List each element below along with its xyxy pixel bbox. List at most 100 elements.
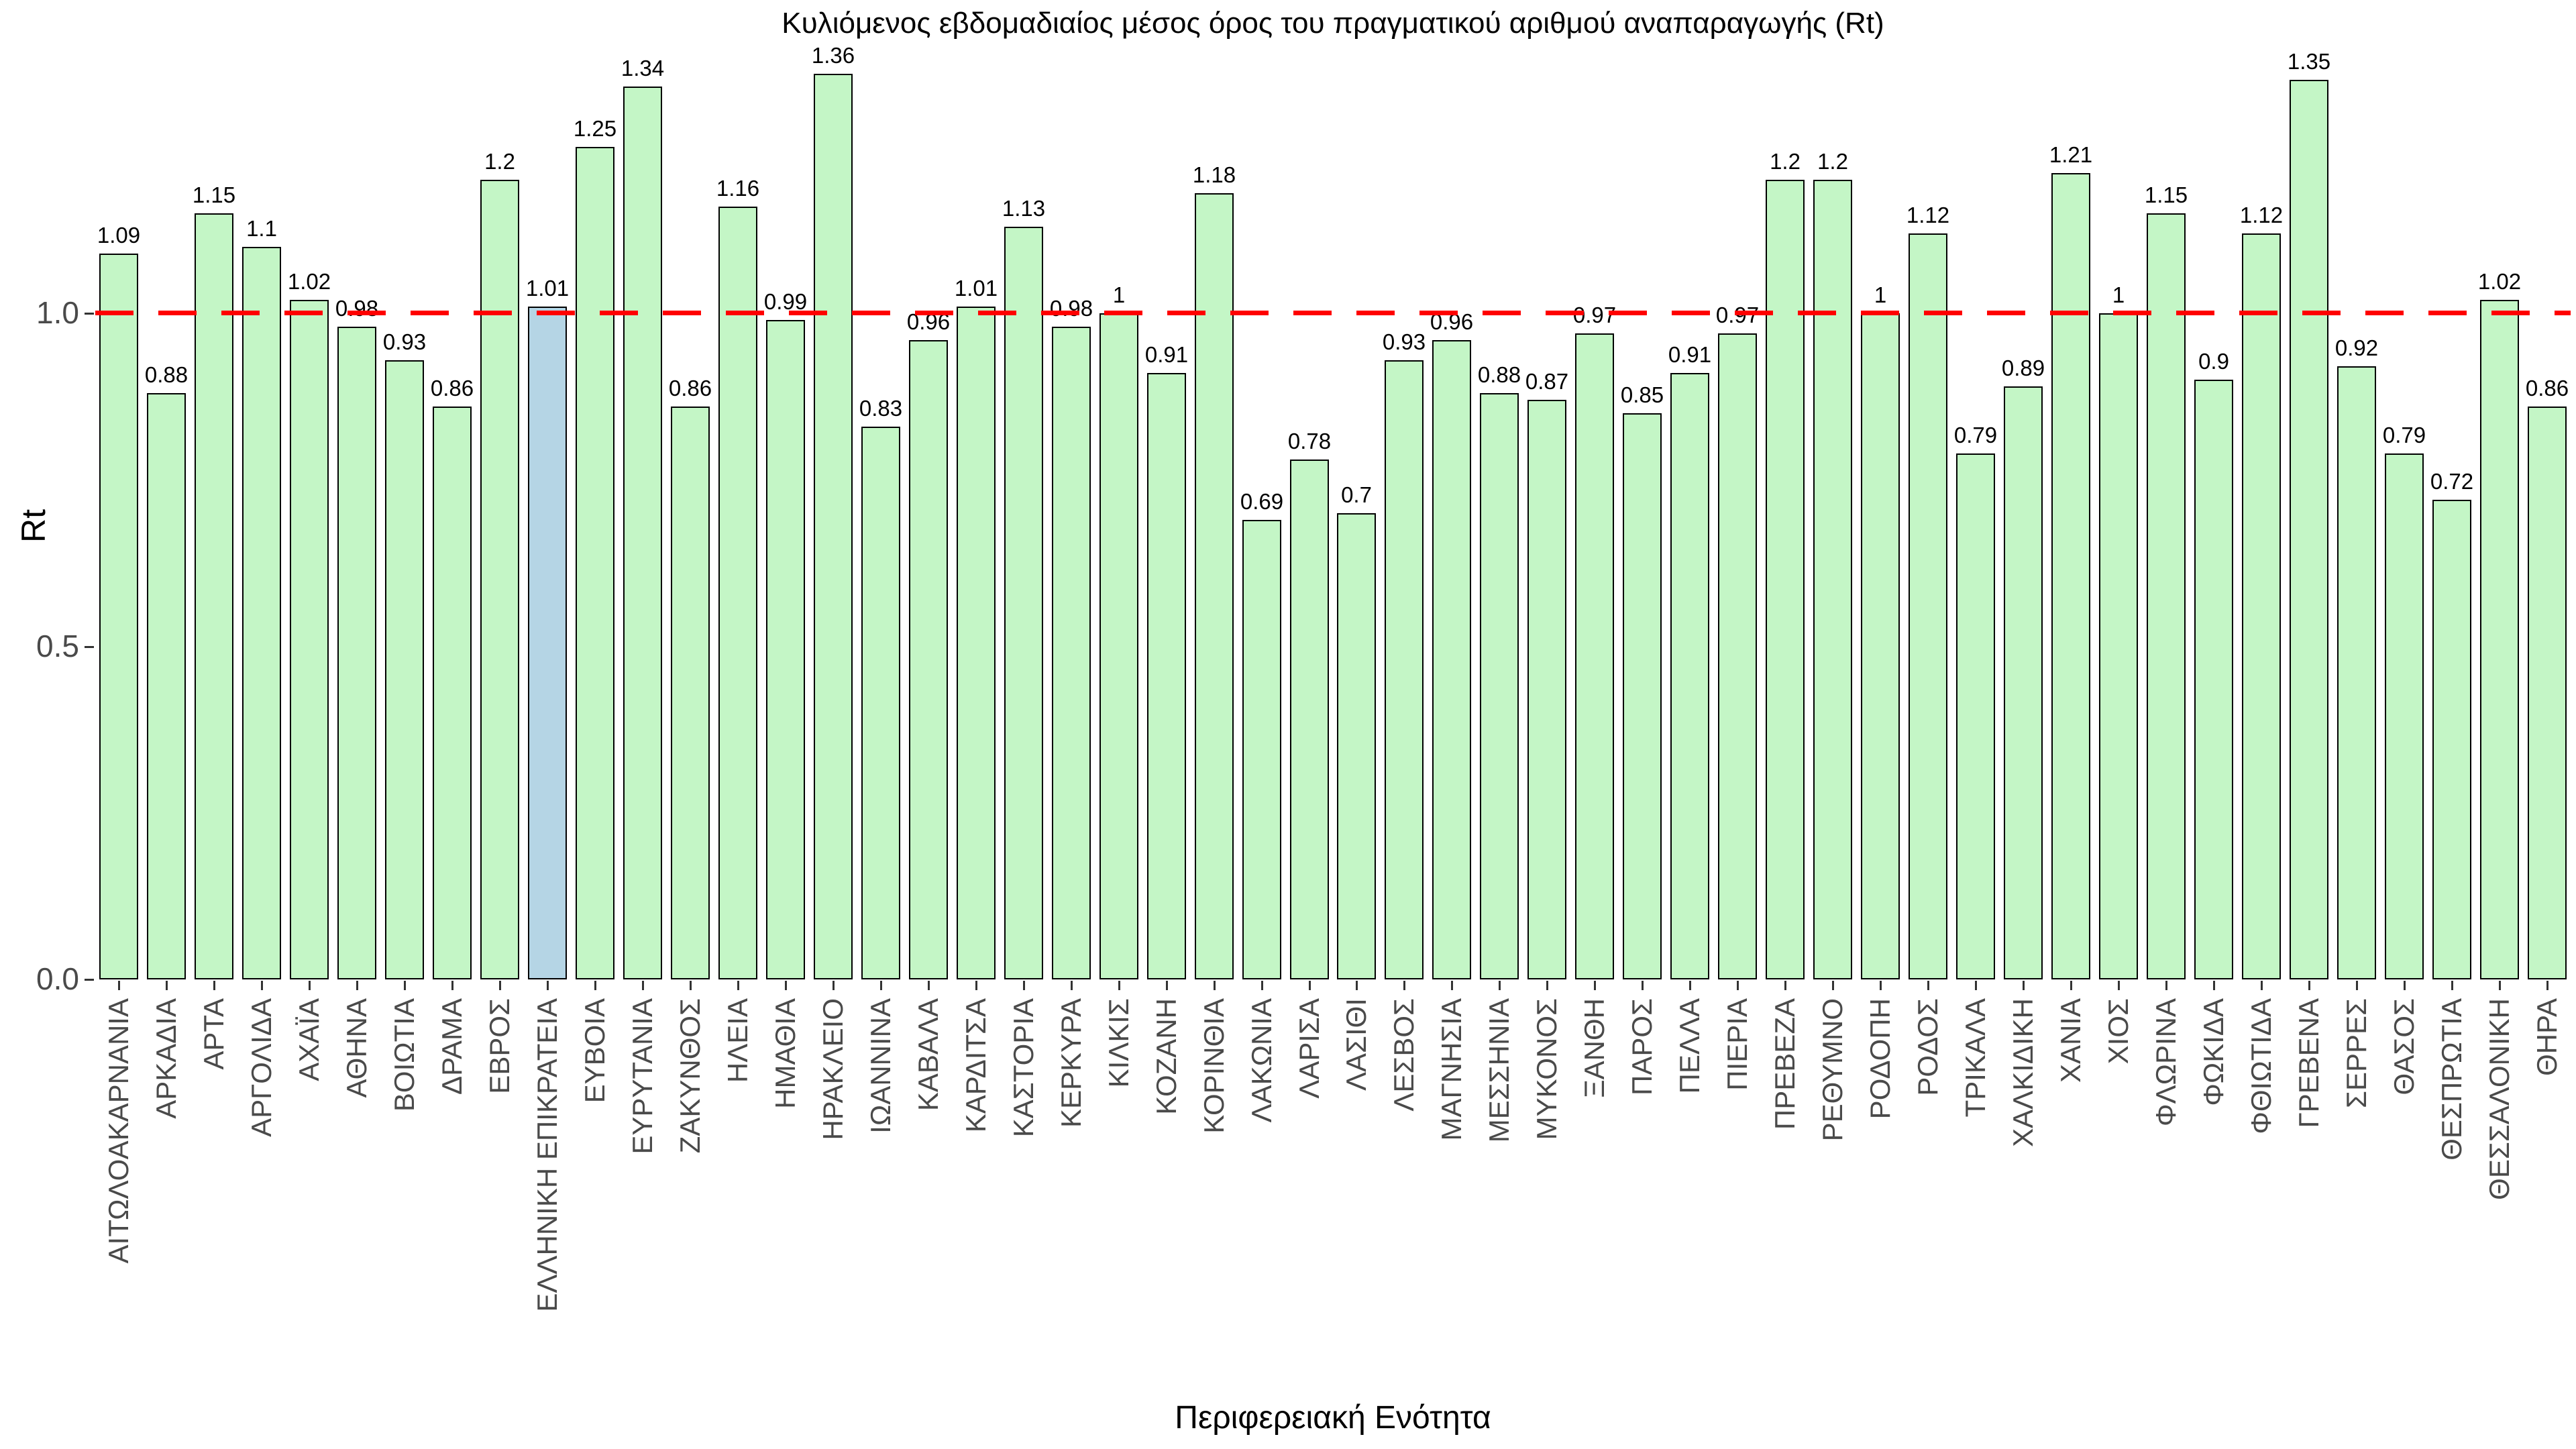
bar-value-label: 0.86	[668, 376, 712, 400]
bar-ΦΛΩΡΙΝΑ	[2147, 213, 2186, 979]
x-tick-label-wrap: ΛΑΣΙΘΙ	[1340, 998, 1372, 1094]
x-tick-label: ΛΑΡΙΣΑ	[1293, 998, 1325, 1099]
bar-ΚΟΖΑΝΗ	[1147, 373, 1186, 979]
x-tick-mark	[1927, 981, 1929, 990]
x-tick-label-wrap: ΧΙΟΣ	[2102, 998, 2134, 1067]
bar-ΦΩΚΙΔΑ	[2194, 380, 2233, 979]
bar-ΗΛΕΙΑ	[718, 207, 757, 979]
x-tick-mark	[2308, 981, 2310, 990]
x-tick-mark	[2356, 981, 2358, 990]
x-tick-label-wrap: ΕΥΒΟΙΑ	[579, 998, 610, 1106]
x-tick-label: ΚΟΡΙΝΘΙΑ	[1197, 998, 1230, 1134]
x-tick-mark	[2261, 981, 2263, 990]
x-tick-mark	[642, 981, 644, 990]
bar-ΒΟΙΩΤΙΑ	[385, 360, 424, 979]
x-tick-mark	[975, 981, 977, 990]
x-tick-label-wrap: ΚΟΖΑΝΗ	[1150, 998, 1182, 1118]
x-tick-label-wrap: ΡΟΔΟΠΗ	[1864, 998, 1896, 1122]
x-tick-label-wrap: ΘΕΣΠΡΩΤΙΑ	[2436, 998, 2467, 1164]
x-tick-mark	[1546, 981, 1548, 990]
x-tick-label-wrap: ΦΛΩΡΙΝΑ	[2150, 998, 2182, 1130]
x-tick-label-wrap: ΧΑΛΚΙΔΙΚΗ	[2006, 998, 2039, 1150]
x-tick-label-wrap: ΓΡΕΒΕΝΑ	[2293, 998, 2324, 1132]
bar-value-label: 0.98	[335, 296, 379, 321]
x-tick-label-wrap: ΠΙΕΡΙΑ	[1721, 998, 1753, 1094]
x-tick-label: ΠΙΕΡΙΑ	[1721, 998, 1753, 1091]
x-tick-label: ΧΑΛΚΙΔΙΚΗ	[2006, 998, 2039, 1147]
x-tick-label: ΑΡΤΑ	[197, 998, 229, 1070]
x-tick-label: ΠΑΡΟΣ	[1625, 998, 1658, 1095]
x-tick-label-wrap: ΚΑΣΤΟΡΙΑ	[1008, 998, 1039, 1140]
bar-value-label: 1.12	[1906, 203, 1950, 227]
bar-ΜΑΓΝΗΣΙΑ	[1432, 340, 1471, 979]
x-tick-label: ΚΕΡΚΥΡΑ	[1055, 998, 1087, 1128]
x-tick-mark	[1499, 981, 1501, 990]
x-tick-label-wrap: ΤΡΙΚΑΛΑ	[1960, 998, 1991, 1120]
bar-value-label: 0.93	[382, 329, 427, 354]
bar-ΚΑΡΔΙΤΣΑ	[957, 307, 996, 979]
bar-ΕΛΛΗΝΙΚΗ ΕΠΙΚΡΑΤΕΙΑ	[528, 307, 567, 979]
bar-value-label: 1.02	[287, 269, 331, 294]
x-tick-mark	[2118, 981, 2120, 990]
bar-value-label: 0.85	[1620, 382, 1664, 407]
bar-value-label: 0.72	[2430, 469, 2474, 494]
y-axis-title: Rt	[15, 509, 52, 543]
x-tick-label: ΚΑΒΑΛΑ	[912, 998, 944, 1112]
bar-ΘΕΣΣΑΛΟΝΙΚΗ	[2480, 300, 2519, 979]
bar-value-label: 0.88	[144, 362, 189, 387]
x-tick-mark	[1023, 981, 1025, 990]
x-tick-label: ΘΑΣΟΣ	[2387, 998, 2420, 1095]
bar-value-label: 0.7	[1341, 482, 1372, 507]
bar-value-label: 0.93	[1382, 329, 1426, 354]
x-tick-mark	[1832, 981, 1834, 990]
x-tick-mark	[1403, 981, 1405, 990]
bar-value-label: 1.13	[1002, 196, 1046, 221]
y-tick-mark	[85, 979, 94, 981]
x-tick-label-wrap: ΛΑΚΩΝΙΑ	[1246, 998, 1277, 1126]
bar-ΖΑΚΥΝΘΟΣ	[671, 407, 710, 979]
bar-ΡΟΔΟΠΗ	[1861, 313, 1900, 979]
bar-value-label: 0.91	[1144, 342, 1189, 367]
x-tick-label: ΑΙΤΩΛΟΑΚΑΡΝΑΝΙΑ	[102, 998, 134, 1264]
bar-ΛΕΣΒΟΣ	[1385, 360, 1424, 979]
bar-value-label: 1.12	[2239, 203, 2284, 227]
chart-title: Κυλιόμενος εβδομαδιαίος μέσος όρος του π…	[782, 7, 1884, 40]
x-tick-mark	[2070, 981, 2072, 990]
bar-ΤΡΙΚΑΛΑ	[1956, 453, 1995, 979]
x-tick-mark	[1784, 981, 1786, 990]
x-tick-mark	[594, 981, 596, 990]
bar-ΜΕΣΣΗΝΙΑ	[1480, 393, 1519, 979]
bar-value-label: 0.92	[2334, 335, 2379, 360]
x-tick-label: ΕΥΡΥΤΑΝΙΑ	[626, 998, 658, 1155]
x-tick-label: ΠΡΕΒΕΖΑ	[1768, 998, 1801, 1130]
x-tick-label: ΡΟΔΟΠΗ	[1864, 998, 1896, 1120]
bar-ΕΥΡΥΤΑΝΙΑ	[623, 87, 662, 979]
bar-ΧΑΛΚΙΔΙΚΗ	[2004, 386, 2043, 979]
bar-value-label: 1.1	[246, 216, 277, 241]
x-tick-mark	[2499, 981, 2501, 990]
x-tick-mark	[1356, 981, 1358, 990]
bar-ΧΑΝΙΑ	[2051, 173, 2090, 979]
x-tick-mark	[166, 981, 168, 990]
x-tick-label: ΜΑΓΝΗΣΙΑ	[1435, 998, 1467, 1141]
bar-ΜΥΚΟΝΟΣ	[1527, 400, 1566, 979]
bar-ΑΡΤΑ	[195, 213, 233, 979]
x-tick-mark	[1071, 981, 1073, 990]
x-tick-mark	[1261, 981, 1263, 990]
x-tick-label-wrap: ΗΡΑΚΛΕΙΟ	[817, 998, 849, 1144]
bar-ΛΑΚΩΝΙΑ	[1242, 520, 1281, 979]
bar-value-label: 0.97	[1548, 303, 1642, 328]
bar-ΠΕΛΛΑ	[1670, 373, 1709, 979]
x-tick-label: ΑΡΓΟΛΙΔΑ	[245, 998, 277, 1137]
x-tick-label-wrap: ΡΕΘΥΜΝΟ	[1817, 998, 1848, 1144]
x-tick-mark	[2546, 981, 2548, 990]
bar-ΑΙΤΩΛΟΑΚΑΡΝΑΝΙΑ	[99, 254, 138, 979]
bar-ΛΑΣΙΘΙ	[1337, 513, 1376, 979]
x-tick-label-wrap: ΑΧΑΪΑ	[293, 998, 325, 1085]
bar-ΑΘΗΝΑ	[337, 327, 376, 979]
bar-value-label: 1.36	[811, 43, 855, 68]
bar-ΚΑΣΤΟΡΙΑ	[1004, 227, 1043, 979]
x-tick-label: ΞΑΝΘΗ	[1578, 998, 1610, 1098]
bar-ΧΙΟΣ	[2099, 313, 2138, 979]
reference-line-rt-1	[95, 311, 2571, 315]
